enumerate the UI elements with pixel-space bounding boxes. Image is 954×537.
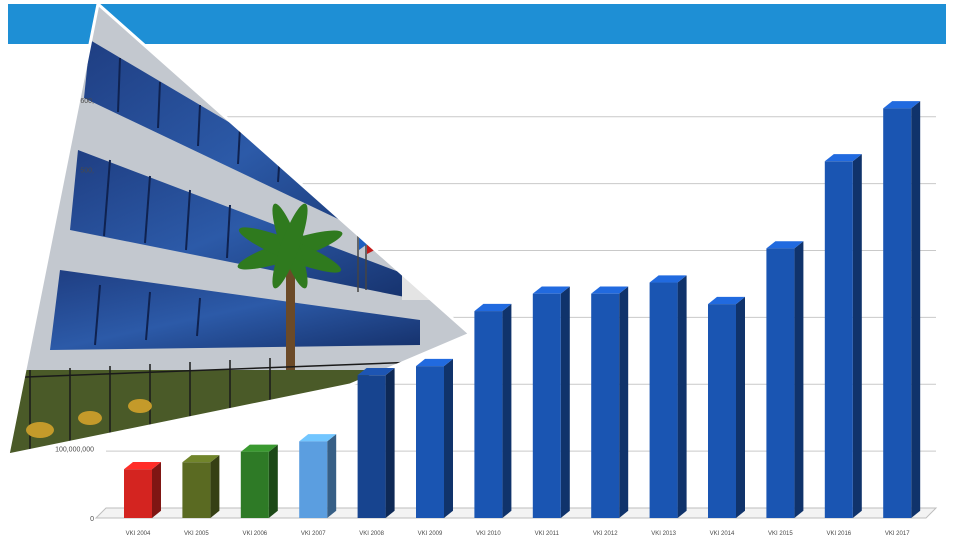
y-tick-label: 0	[90, 516, 94, 523]
office-building-photo: RA	[8, 4, 470, 455]
y-tick-label: 600,	[80, 98, 94, 105]
x-tick-label: VKI 2012	[593, 531, 618, 537]
bar-vki-2008	[357, 367, 395, 518]
bar-vki-2017	[883, 101, 921, 519]
axis-labels: 0 100,000,000 500, 600, VKI 2004 VKI 2005 VKI …	[55, 98, 910, 537]
bar-vki-2012	[591, 286, 629, 518]
x-tick-label: VKI 2004	[126, 531, 151, 537]
bar-vki-2016	[824, 154, 862, 518]
x-tick-label: VKI 2010	[476, 531, 501, 537]
x-tick-label: VKI 2008	[359, 531, 384, 537]
x-tick-label: VKI 2017	[885, 531, 910, 537]
bar-vki-2004	[124, 462, 161, 518]
photo-frame	[6, 1, 473, 457]
x-tick-label: VKI 2013	[651, 531, 676, 537]
bar-vki-2006	[240, 444, 278, 518]
y-tick-label: 500,	[80, 168, 94, 175]
bar-vki-2005	[182, 455, 220, 518]
bar-vki-2007	[299, 434, 337, 518]
bar-vki-2011	[532, 286, 570, 518]
x-tick-label: VKI 2005	[184, 531, 209, 537]
bar-series	[124, 101, 921, 519]
x-tick-label: VKI 2009	[418, 531, 443, 537]
bar-vki-2009	[416, 358, 453, 518]
x-tick-label: VKI 2011	[535, 531, 560, 537]
building-sign: RA	[406, 219, 426, 235]
chart-floor	[94, 507, 938, 519]
y-tick-label: 100,000,000	[55, 446, 94, 453]
bar-vki-2013	[649, 275, 687, 518]
x-tick-label: VKI 2014	[710, 531, 735, 537]
bar-vki-2010	[474, 303, 512, 518]
bar-vki-2015	[766, 241, 804, 518]
bar-vki-2014	[708, 296, 745, 518]
chart-floor-plane	[94, 507, 938, 519]
x-tick-label: VKI 2007	[301, 531, 326, 537]
header-banner	[8, 4, 946, 44]
x-tick-label: VKI 2015	[768, 531, 793, 537]
x-tick-label: VKI 2006	[242, 531, 267, 537]
x-tick-label: VKI 2016	[826, 531, 851, 537]
